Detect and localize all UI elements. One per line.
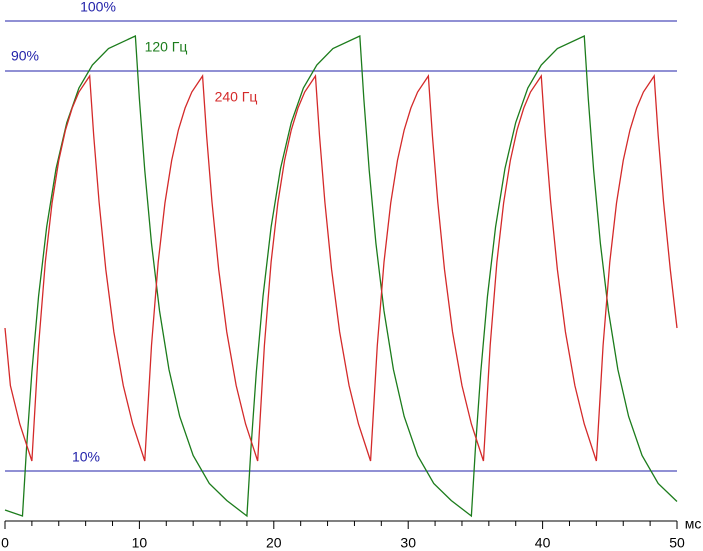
series-label: 240 Гц [215, 89, 258, 105]
series-label: 120 Гц [145, 39, 188, 55]
series-line [4, 74, 678, 462]
reference-label: 10% [72, 449, 100, 465]
x-tick-label: 0 [1, 535, 9, 551]
x-tick-label: 10 [132, 535, 148, 551]
x-tick-label: 20 [266, 535, 282, 551]
reference-label: 90% [11, 48, 39, 64]
x-axis-label: мс [685, 516, 702, 532]
reference-label: 100% [80, 0, 116, 15]
series-line [4, 35, 678, 518]
x-tick-label: 40 [535, 535, 551, 551]
x-tick-label: 30 [400, 535, 416, 551]
x-tick-label: 50 [669, 535, 685, 551]
